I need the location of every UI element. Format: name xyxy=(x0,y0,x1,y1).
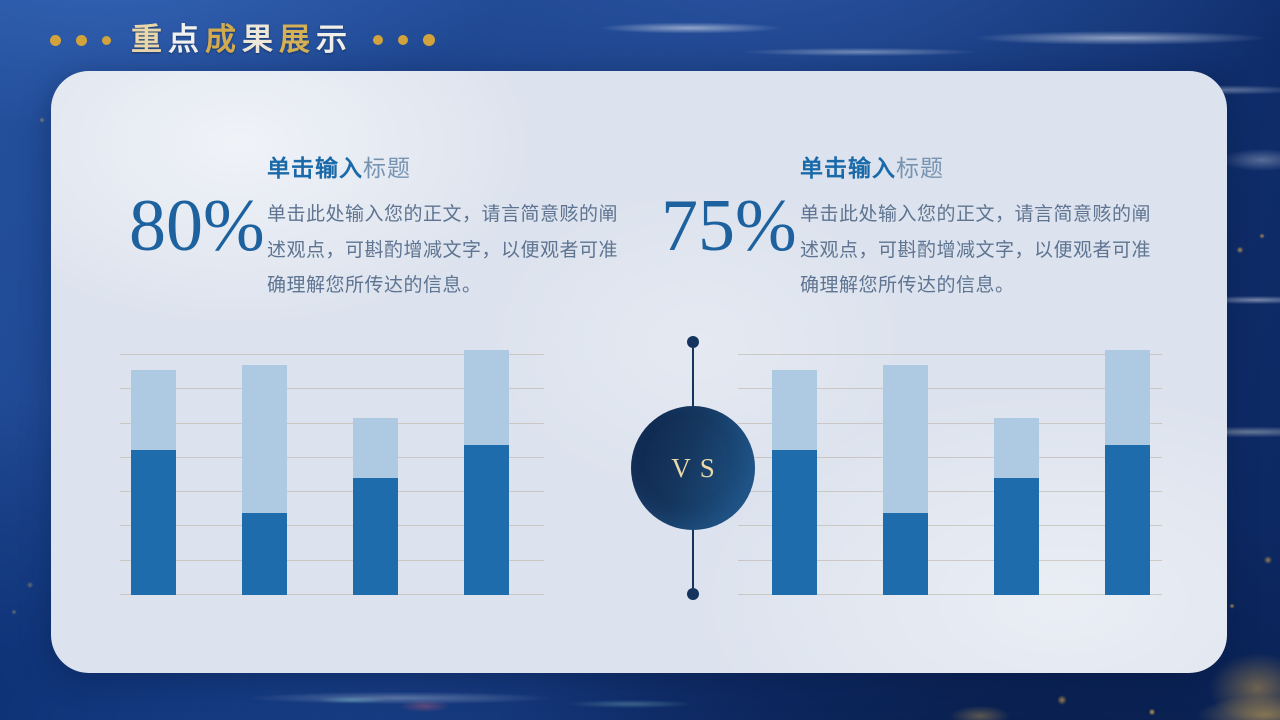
chart-gridline xyxy=(738,594,1162,595)
text-block-right: 单击输入标题 单击此处输入您的正文，请言简意赅的阐述观点，可斟酌增减文字，以便观… xyxy=(800,153,1172,304)
text-block-left: 单击输入标题 单击此处输入您的正文，请言简意赅的阐述观点，可斟酌增减文字，以便观… xyxy=(267,153,639,304)
stacked-bar xyxy=(242,365,287,595)
stacked-bar xyxy=(353,417,398,595)
chart-gridline xyxy=(120,456,544,458)
bar-segment-secondary xyxy=(131,370,176,450)
title-char: 成 xyxy=(205,22,242,57)
gold-dots-left xyxy=(50,34,111,46)
stacked-bar xyxy=(131,370,176,595)
chart-gridline xyxy=(120,594,544,595)
block-heading-right: 单击输入标题 xyxy=(800,153,1172,183)
gold-dot-icon xyxy=(423,34,435,46)
gold-dot-icon xyxy=(76,34,87,46)
gold-dot-icon xyxy=(50,34,61,46)
stacked-bar xyxy=(464,350,509,595)
bar-segment-secondary xyxy=(883,365,928,513)
title-char: 点 xyxy=(168,22,205,57)
stacked-bar xyxy=(1105,350,1150,595)
chart-gridline xyxy=(738,388,1162,390)
gold-dot-icon xyxy=(398,35,408,45)
chart-gridline xyxy=(120,388,544,390)
chart-gridline xyxy=(120,559,544,561)
title-char: 重 xyxy=(131,22,168,57)
percent-value-left: 80% xyxy=(129,185,265,267)
bar-segment-secondary xyxy=(994,417,1039,478)
bar-segment-secondary xyxy=(772,370,817,450)
title-char: 展 xyxy=(279,22,316,57)
vs-divider: VS xyxy=(629,336,757,600)
chart-gridline xyxy=(120,354,544,355)
chart-gridline xyxy=(738,525,1162,527)
bar-segment-primary xyxy=(131,450,176,595)
chart-gridline xyxy=(738,491,1162,493)
bar-segment-primary xyxy=(994,477,1039,595)
chart-gridline xyxy=(120,422,544,424)
bar-segment-primary xyxy=(353,477,398,595)
gold-dot-icon xyxy=(373,35,383,45)
vs-circle: VS xyxy=(631,406,755,530)
percent-value-right: 75% xyxy=(661,185,797,267)
stacked-bar xyxy=(772,370,817,595)
heading-light: 标题 xyxy=(896,155,944,181)
chart-gridline xyxy=(738,559,1162,561)
content-card: 80% 单击输入标题 单击此处输入您的正文，请言简意赅的阐述观点，可斟酌增减文字… xyxy=(51,71,1227,673)
stacked-bar xyxy=(883,365,928,595)
bar-segment-secondary xyxy=(464,350,509,445)
chart-gridline xyxy=(120,525,544,527)
divider-dot-top xyxy=(687,336,699,348)
bar-segment-primary xyxy=(883,512,928,595)
heading-strong: 单击输入 xyxy=(800,155,896,181)
bar-segment-primary xyxy=(242,512,287,595)
gold-dots-right xyxy=(373,34,435,46)
title-char: 果 xyxy=(242,22,279,57)
stacked-bar xyxy=(994,417,1039,595)
bar-chart-left xyxy=(120,345,544,595)
slide-header: 重点成果展示 xyxy=(50,22,435,58)
body-text-left: 单击此处输入您的正文，请言简意赅的阐述观点，可斟酌增减文字，以便观者可准确理解您… xyxy=(267,204,619,296)
page-title: 重点成果展示 xyxy=(131,22,353,58)
heading-light: 标题 xyxy=(363,155,411,181)
bar-segment-secondary xyxy=(242,365,287,513)
bar-segment-primary xyxy=(1105,445,1150,595)
chart-gridline xyxy=(738,422,1162,424)
block-heading-left: 单击输入标题 xyxy=(267,153,639,183)
chart-gridline xyxy=(120,491,544,493)
bar-chart-right xyxy=(738,345,1162,595)
body-text-right: 单击此处输入您的正文，请言简意赅的阐述观点，可斟酌增减文字，以便观者可准确理解您… xyxy=(800,204,1152,296)
bar-segment-primary xyxy=(464,445,509,595)
divider-dot-bottom xyxy=(687,588,699,600)
vs-label: VS xyxy=(671,452,724,483)
gold-dot-icon xyxy=(102,35,111,45)
bar-segment-primary xyxy=(772,450,817,595)
bar-segment-secondary xyxy=(353,417,398,478)
heading-strong: 单击输入 xyxy=(267,155,363,181)
divider-line-bottom xyxy=(692,530,694,588)
bar-segment-secondary xyxy=(1105,350,1150,445)
chart-gridline xyxy=(738,354,1162,355)
title-char: 示 xyxy=(316,22,353,57)
chart-gridline xyxy=(738,456,1162,458)
divider-line-top xyxy=(692,348,694,406)
